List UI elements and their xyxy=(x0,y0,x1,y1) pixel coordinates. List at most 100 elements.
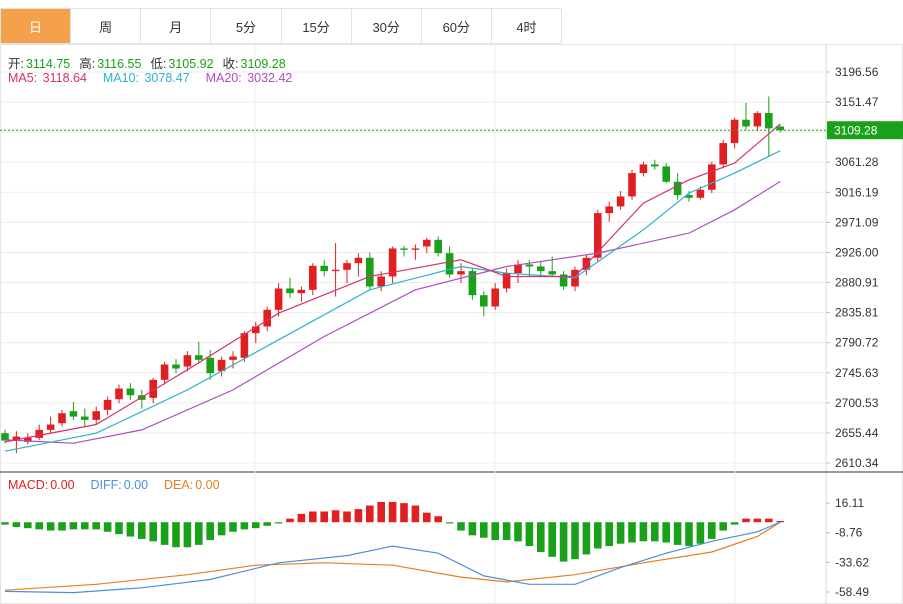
candle-body xyxy=(708,164,716,190)
candlestick-chart[interactable]: 3196.563151.473106.373061.283016.192971.… xyxy=(0,44,903,604)
candle-body xyxy=(103,399,112,410)
ma20-value: 3032.42 xyxy=(247,71,293,85)
macd-bar xyxy=(423,512,431,523)
candle-body xyxy=(434,239,442,254)
macd-bar xyxy=(69,522,78,530)
candle-body xyxy=(206,357,214,374)
candle-body xyxy=(183,355,192,367)
tab-month[interactable]: 月 xyxy=(141,9,212,43)
macd-bar xyxy=(252,522,260,529)
candle-body xyxy=(445,253,454,275)
candle-body xyxy=(696,189,705,198)
macd-bar xyxy=(571,522,579,560)
macd-tick-label: -58.49 xyxy=(835,585,869,599)
candle-body xyxy=(502,273,511,289)
candle-body xyxy=(149,379,157,398)
candle-body xyxy=(514,264,522,274)
ma10-label: MA10: xyxy=(102,71,139,85)
ma5-value: 3118.64 xyxy=(42,71,87,85)
macd-bar xyxy=(377,501,385,523)
macd-bar xyxy=(594,522,602,549)
ma-readout: MA5: 3118.64 MA10: 3078.47 MA20: 3032.42 xyxy=(8,71,294,85)
macd-bar xyxy=(354,509,363,523)
macd-bar xyxy=(331,510,340,523)
macd-tick-label: -33.62 xyxy=(835,555,869,569)
candle-body xyxy=(559,274,568,287)
macd-bar xyxy=(662,522,670,543)
candle-body xyxy=(309,265,317,290)
macd-bar xyxy=(730,522,739,525)
candle-body xyxy=(12,436,21,440)
tab-30min[interactable]: 30分 xyxy=(352,9,422,43)
candle-body xyxy=(457,271,465,275)
macd-bar xyxy=(514,522,522,542)
macd-bar xyxy=(434,516,442,523)
macd-tick-label: 16.11 xyxy=(835,496,864,510)
open-value: 3114.75 xyxy=(25,57,71,71)
price-tick-label: 2700.53 xyxy=(835,396,879,410)
tab-15min[interactable]: 15分 xyxy=(282,9,352,43)
candle-body xyxy=(366,257,374,287)
macd-bar xyxy=(1,522,9,525)
price-tick-label: 2835.81 xyxy=(835,306,879,320)
price-tick-label: 3151.47 xyxy=(835,95,879,109)
candle-body xyxy=(240,333,249,358)
macd-bar xyxy=(742,518,750,523)
candle-body xyxy=(354,257,363,264)
candle-body xyxy=(480,295,488,307)
tab-5min[interactable]: 5分 xyxy=(211,9,282,43)
macd-label: MACD: xyxy=(8,478,49,492)
macd-bar xyxy=(160,522,169,545)
price-tick-label: 2926.00 xyxy=(835,245,879,259)
candle-body xyxy=(81,416,89,420)
candle-body xyxy=(24,437,32,442)
candle-body xyxy=(172,364,180,369)
tab-day[interactable]: 日 xyxy=(1,9,72,43)
low-value: 3105.92 xyxy=(168,57,214,71)
macd-bar xyxy=(343,511,351,523)
macd-bar xyxy=(765,518,773,523)
candle-body xyxy=(126,388,135,396)
candle-body xyxy=(594,213,602,258)
candle-body xyxy=(468,271,477,296)
price-tick-label: 3016.19 xyxy=(835,185,879,199)
tab-week[interactable]: 周 xyxy=(71,9,142,43)
macd-bar xyxy=(639,522,648,542)
ohlc-readout: 开: 3114.75 高: 3116.55 低: 3105.92 收: 3109.28 xyxy=(8,53,288,72)
macd-bar xyxy=(651,522,659,542)
candle-body xyxy=(331,269,340,272)
candle-body xyxy=(297,289,306,294)
candle-body xyxy=(35,429,43,438)
macd-tick-label: -8.76 xyxy=(835,526,863,540)
macd-bar xyxy=(776,521,784,523)
macd-bar xyxy=(24,522,32,529)
macd-bar xyxy=(525,522,534,547)
macd-bar xyxy=(388,501,397,523)
tab-4hour[interactable]: 4时 xyxy=(516,19,537,35)
candle-body xyxy=(605,206,613,214)
candle-body xyxy=(377,276,385,287)
candle-body xyxy=(742,119,750,127)
macd-bar xyxy=(12,522,21,527)
candle-body xyxy=(263,309,271,327)
macd-bar xyxy=(297,513,306,523)
macd-bar xyxy=(491,522,499,541)
macd-readout: MACD: 0.00 DIFF: 0.00 DEA: 0.00 xyxy=(8,478,222,492)
macd-bar xyxy=(537,522,545,553)
candle-body xyxy=(252,326,260,334)
macd-bar xyxy=(103,522,112,532)
close-label: 收: xyxy=(222,57,239,71)
macd-bar xyxy=(411,505,420,523)
candle-body xyxy=(343,263,351,270)
candle-body xyxy=(730,119,739,144)
price-tick-label: 2610.34 xyxy=(835,456,879,470)
candle-body xyxy=(388,248,397,277)
price-tick-label: 3196.56 xyxy=(835,65,879,79)
macd-bar xyxy=(559,522,568,562)
macd-value: 0.00 xyxy=(50,478,75,492)
price-tick-label: 2880.91 xyxy=(835,276,879,290)
tab-60min[interactable]: 60分 xyxy=(422,9,492,43)
macd-bar xyxy=(480,522,488,538)
candle-body xyxy=(229,356,237,360)
candle-body xyxy=(195,355,203,360)
